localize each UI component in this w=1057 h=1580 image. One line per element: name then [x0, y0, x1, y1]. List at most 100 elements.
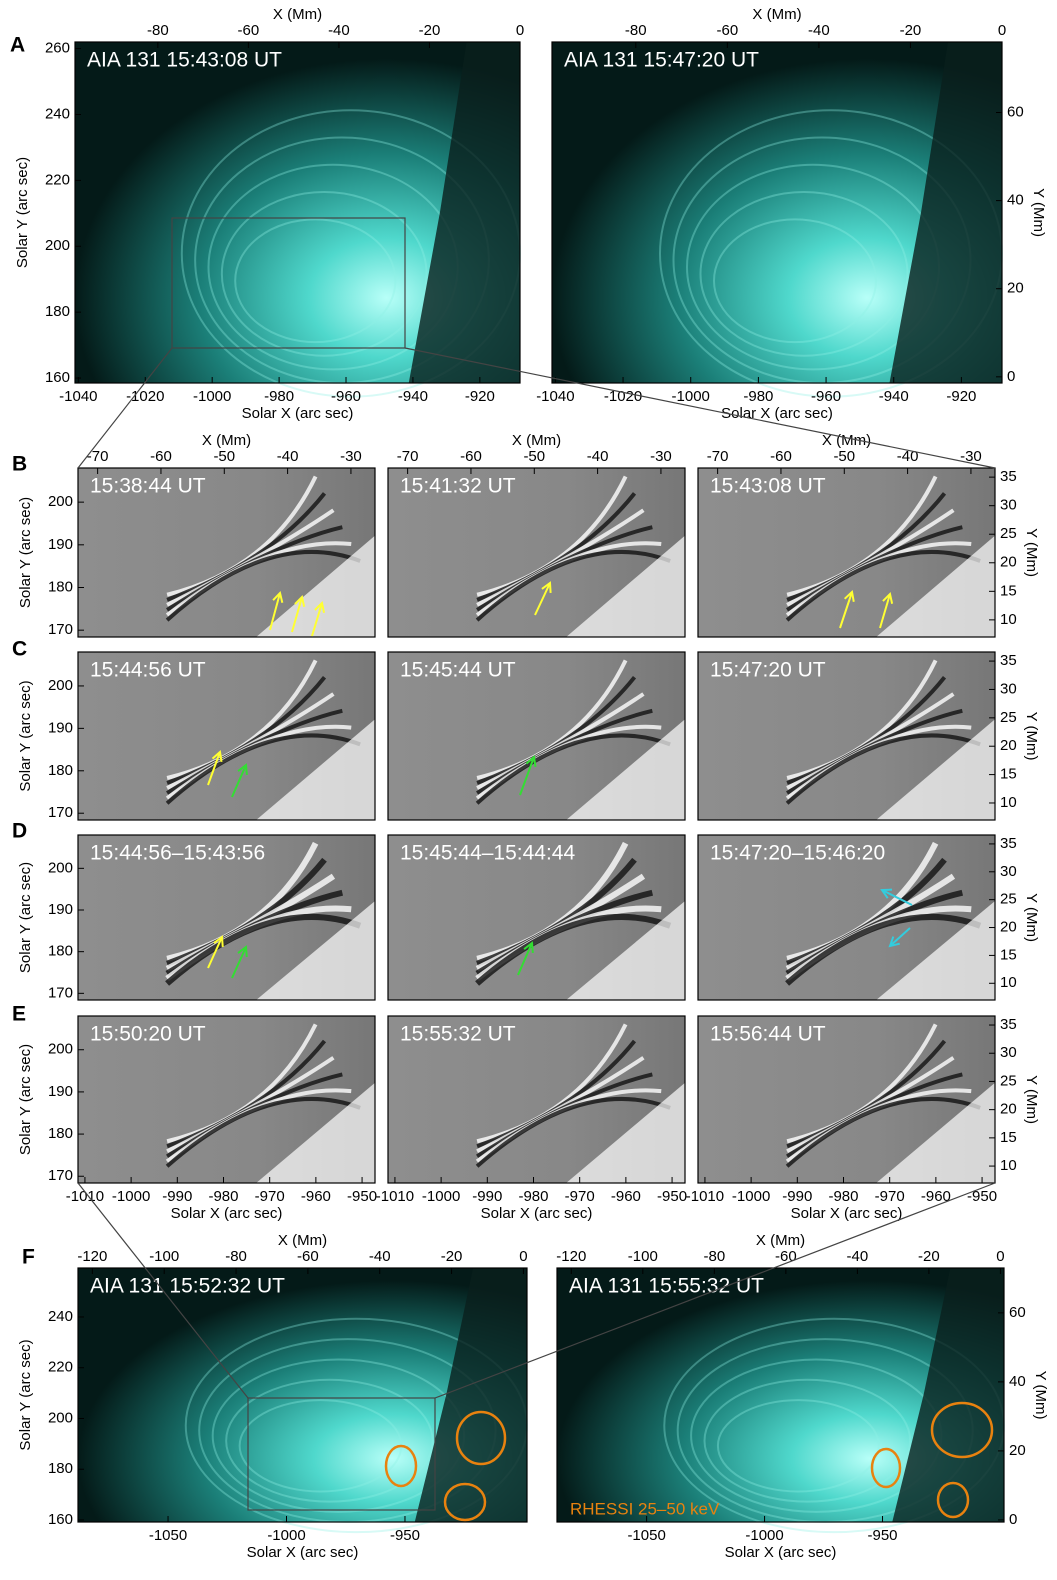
axis-title: Solar X (arc sec)	[481, 1205, 593, 1222]
tick-label: -990	[472, 1188, 502, 1205]
tick-label: 200	[48, 677, 73, 694]
arrow	[207, 751, 221, 786]
tick-label: -60	[770, 448, 792, 465]
limb	[892, 1268, 1004, 1522]
tick-label: -970	[565, 1188, 595, 1205]
tick-label: -80	[147, 22, 169, 39]
tick-label: 180	[48, 943, 73, 960]
tick-label: 35	[1000, 835, 1017, 852]
tick-label: 60	[1009, 1304, 1026, 1321]
tick-label: 200	[48, 859, 73, 876]
frame	[387, 651, 686, 821]
zoom-line	[434, 1182, 996, 1399]
tick-label: 20	[1000, 737, 1017, 754]
streak	[476, 1023, 628, 1144]
streak	[165, 549, 361, 622]
streak	[476, 475, 628, 597]
image-label: 15:44:56 UT	[90, 658, 206, 681]
image-label: 15:47:20–15:46:20	[710, 841, 885, 864]
frame	[77, 834, 376, 1001]
axis-title: X (Mm)	[822, 432, 871, 449]
axis-title: Solar X (arc sec)	[242, 405, 354, 422]
frame	[74, 41, 521, 384]
annotation: RHESSI 25–50 keV	[570, 1499, 720, 1518]
tick-label: 180	[48, 1460, 73, 1477]
contour	[870, 1447, 902, 1489]
tick-label: -1020	[604, 388, 642, 405]
loop	[713, 218, 877, 344]
axis-title: Solar X (arc sec)	[721, 405, 833, 422]
tick-label: -1010	[376, 1188, 414, 1205]
arrow	[231, 764, 247, 798]
tick-label: 35	[1000, 1016, 1017, 1033]
tick-label: 200	[45, 237, 70, 254]
arrow-head	[211, 750, 223, 763]
axis-title: Y (Mm)	[1023, 893, 1040, 942]
arrow-head	[843, 590, 855, 603]
tick-label: 160	[48, 1511, 73, 1528]
tick-label: -960	[611, 1188, 641, 1205]
tick-label: 200	[48, 1041, 73, 1058]
tick-label: 190	[48, 719, 73, 736]
streak	[166, 508, 335, 607]
tick-label: -60	[716, 22, 738, 39]
axis-title: X (Mm)	[512, 432, 561, 449]
streak	[166, 659, 318, 780]
tick-label: -20	[900, 22, 922, 39]
tick-label: -960	[331, 388, 361, 405]
arrow	[534, 582, 551, 616]
arrow-head	[525, 755, 537, 768]
tick-label: -990	[782, 1188, 812, 1205]
axis-title: Y (Mm)	[1023, 528, 1040, 577]
tick-label: -100	[149, 1248, 179, 1265]
tick-label: -120	[556, 1248, 586, 1265]
frame	[697, 467, 996, 638]
tick-label: -80	[625, 22, 647, 39]
frame	[387, 834, 686, 1001]
axis-title: X (Mm)	[202, 432, 251, 449]
streak	[166, 492, 327, 602]
tick-label: 40	[1007, 192, 1024, 209]
tick-label: -960	[301, 1188, 331, 1205]
tick-label: 25	[1000, 709, 1017, 726]
tick-label: 25	[1000, 525, 1017, 542]
bright-base	[876, 719, 995, 820]
tick-label: 0	[516, 22, 524, 39]
tick-label: 180	[48, 762, 73, 779]
tick-label: -1040	[59, 388, 97, 405]
contour	[455, 1410, 507, 1466]
arrow	[311, 602, 323, 637]
frame	[697, 651, 996, 821]
streak	[165, 733, 361, 805]
arrow-head	[294, 594, 306, 607]
image-label: 15:38:44 UT	[90, 474, 206, 497]
tick-label: -20	[419, 22, 441, 39]
streak	[785, 733, 981, 805]
axis-title: Solar X (arc sec)	[171, 1205, 283, 1222]
panel-letter: D	[12, 820, 27, 843]
streak	[475, 733, 671, 805]
tick-label: 160	[45, 369, 70, 386]
tick-label: -40	[847, 1248, 869, 1265]
tick-label: 200	[48, 1409, 73, 1426]
loop	[699, 191, 909, 357]
axis-title: Solar Y (arc sec)	[14, 157, 31, 268]
axis-title: Y (Mm)	[1023, 1075, 1040, 1124]
arrow	[231, 946, 247, 979]
limb	[408, 42, 520, 383]
tick-label: 180	[45, 303, 70, 320]
tick-label: 170	[48, 621, 73, 638]
axis-title: X (Mm)	[756, 1232, 805, 1249]
axis-title: Solar X (arc sec)	[725, 1544, 837, 1561]
frame	[697, 834, 996, 1001]
tick-label: 60	[1007, 103, 1024, 120]
tick-label: 20	[1009, 1442, 1026, 1459]
tick-label: 220	[48, 1359, 73, 1376]
tick-label: 220	[45, 171, 70, 188]
zoom-box	[171, 217, 406, 349]
tick-label: -980	[743, 388, 773, 405]
streak	[476, 1039, 637, 1149]
tick-label: -40	[369, 1248, 391, 1265]
